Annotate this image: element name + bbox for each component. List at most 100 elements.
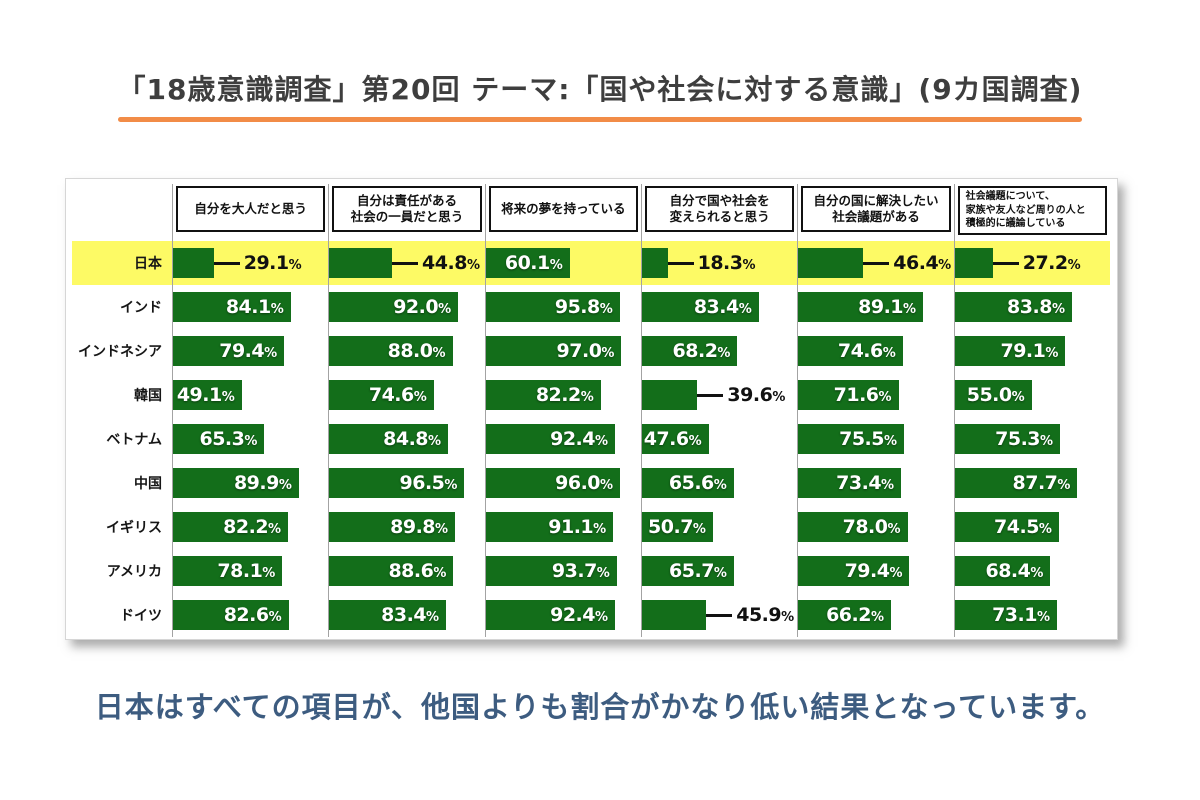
value-label: 97.0% [556, 339, 615, 362]
value-label: 93.7% [551, 559, 610, 582]
value-bar: 89.9% [173, 468, 299, 498]
value-label: 96.0% [555, 471, 614, 494]
value-label: 82.6% [223, 603, 282, 626]
header-cell: 社会議題について、 家族や友人など周りの人と 積極的に議論している [953, 184, 1110, 241]
bar-cell: 18.3% [640, 241, 798, 285]
column-header-box: 自分の国に解決したい 社会議題がある [801, 186, 951, 232]
value-bar: 60.1% [485, 248, 570, 278]
bar-cell: 71.6% [797, 373, 953, 417]
value-label: 83.4% [381, 603, 440, 626]
page-header: 「18歳意識調査」第20回 テーマ:「国や社会に対する意識」(9カ国調査) [0, 68, 1200, 122]
country-label: 韓国 [134, 388, 162, 404]
bar-cell: 65.7% [640, 549, 797, 593]
bar-cell: 92.4% [484, 417, 641, 461]
value-bar: 82.6% [173, 600, 289, 630]
bar-cell: 55.0% [953, 373, 1110, 417]
value-bar: 96.0% [485, 468, 621, 498]
leader-line [992, 261, 1019, 265]
value-bar: 65.7% [641, 556, 734, 586]
bar-cell: 44.8% [328, 241, 485, 285]
country-label: イギリス [106, 520, 162, 536]
value-label: 29.1% [243, 251, 302, 274]
value-bar: 93.7% [485, 556, 617, 586]
bar-cell: 89.8% [328, 505, 484, 549]
bar-cell: 92.0% [328, 285, 484, 329]
value-bar: 66.2% [798, 600, 891, 630]
bar-cell: 65.3% [172, 417, 328, 461]
bar-cell: 68.4% [953, 549, 1110, 593]
leader-line [213, 261, 240, 265]
value-bar: 84.1% [173, 292, 291, 322]
bar-cell: 84.8% [328, 417, 484, 461]
bar-cell: 93.7% [484, 549, 641, 593]
leader-line [392, 261, 419, 265]
value-bar [798, 248, 864, 278]
column-header-box: 社会議題について、 家族や友人など周りの人と 積極的に議論している [957, 186, 1107, 235]
value-bar: 75.3% [954, 424, 1061, 454]
country-label: ドイツ [120, 608, 162, 624]
value-label: 91.1% [548, 515, 607, 538]
value-label: 88.6% [388, 559, 447, 582]
value-bar [954, 248, 993, 278]
value-bar: 95.8% [485, 292, 620, 322]
value-label: 92.4% [550, 603, 609, 626]
bar-cell: 92.4% [484, 593, 641, 637]
value-bar: 47.6% [641, 424, 709, 454]
value-label: 79.4% [219, 339, 278, 362]
bar-cell: 83.8% [953, 285, 1110, 329]
value-bar: 79.4% [798, 556, 910, 586]
bar-cell: 78.0% [797, 505, 953, 549]
value-label: 49.1% [176, 383, 235, 406]
value-bar: 83.4% [329, 600, 447, 630]
value-label: 65.6% [668, 471, 727, 494]
value-bar: 88.0% [329, 336, 453, 366]
value-bar: 74.6% [798, 336, 903, 366]
country-label: アメリカ [106, 564, 162, 580]
value-label: 78.1% [217, 559, 276, 582]
value-bar [641, 248, 668, 278]
value-label: 89.8% [390, 515, 449, 538]
header-cell: 自分で国や社会を 変えられると思う [640, 184, 797, 241]
value-label: 71.6% [833, 383, 892, 406]
header-cell: 自分は責任がある 社会の一員だと思う [328, 184, 484, 241]
bar-cell: 79.1% [953, 329, 1110, 373]
value-label: 65.7% [669, 559, 727, 582]
value-bar: 91.1% [485, 512, 614, 542]
value-label: 84.1% [225, 295, 284, 318]
bar-cell: 88.6% [328, 549, 484, 593]
value-bar: 83.4% [641, 292, 759, 322]
bar-cell: 89.1% [797, 285, 953, 329]
value-label: 82.2% [223, 515, 282, 538]
value-label: 39.6% [727, 383, 786, 406]
bar-cell: 82.6% [172, 593, 328, 637]
value-bar: 89.1% [798, 292, 924, 322]
value-label: 46.4% [893, 251, 952, 274]
bar-cell: 74.5% [953, 505, 1110, 549]
country-label: ベトナム [106, 432, 162, 448]
header-cell: 自分を大人だと思う [172, 184, 328, 241]
value-bar: 92.4% [485, 600, 616, 630]
value-label: 79.1% [1000, 339, 1059, 362]
value-label: 50.7% [648, 515, 706, 538]
bar-cell: 88.0% [328, 329, 484, 373]
value-bar: 75.5% [798, 424, 905, 454]
bar-cell: 39.6% [640, 373, 797, 417]
bar-cell: 91.1% [484, 505, 641, 549]
leader-line [863, 261, 890, 265]
bar-cell: 65.6% [640, 461, 797, 505]
value-bar: 71.6% [798, 380, 899, 410]
value-bar: 82.2% [485, 380, 601, 410]
value-bar: 89.8% [329, 512, 456, 542]
bar-cell: 82.2% [172, 505, 328, 549]
bar-cell: 73.4% [797, 461, 953, 505]
value-bar [329, 248, 393, 278]
value-bar: 87.7% [954, 468, 1078, 498]
value-label: 95.8% [554, 295, 613, 318]
value-label: 75.5% [839, 427, 898, 450]
column-header-box: 自分を大人だと思う [176, 186, 326, 232]
bar-cell: 60.1% [484, 241, 641, 285]
value-label: 47.6% [643, 427, 702, 450]
value-bar: 73.1% [954, 600, 1057, 630]
bar-cell: 47.6% [640, 417, 797, 461]
value-label: 65.3% [199, 427, 258, 450]
